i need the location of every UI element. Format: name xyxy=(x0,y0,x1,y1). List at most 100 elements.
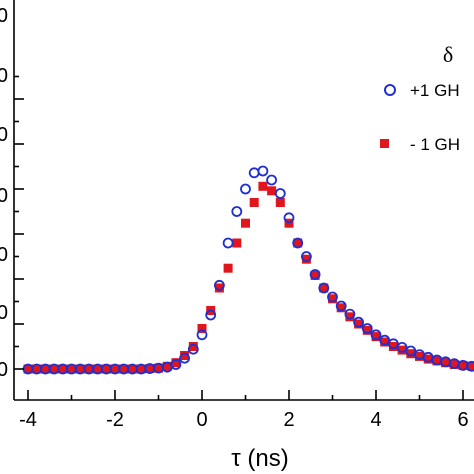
data-point-circle xyxy=(335,300,347,312)
data-point-square xyxy=(154,363,163,373)
data-point-square xyxy=(345,312,355,322)
data-point-circle xyxy=(379,334,391,346)
data-point-square xyxy=(180,351,190,360)
data-point-circle xyxy=(309,269,321,280)
data-point-square xyxy=(67,364,76,374)
y-tick-label: 50 xyxy=(0,185,8,207)
data-point-circle xyxy=(274,188,286,199)
data-point-circle xyxy=(248,167,260,179)
data-point-circle xyxy=(387,338,399,350)
data-point-circle xyxy=(240,183,251,195)
data-point-square xyxy=(145,364,155,374)
data-point-square xyxy=(458,360,468,370)
data-point-square xyxy=(293,238,303,248)
legend-title: δ xyxy=(443,42,453,67)
data-point-square xyxy=(232,238,242,248)
data-point-circle xyxy=(205,309,217,321)
y-tick-label: 00 xyxy=(0,124,8,146)
data-point-square xyxy=(84,364,94,374)
data-point-square xyxy=(310,270,320,280)
data-point-square xyxy=(136,364,146,374)
data-point-circle xyxy=(344,308,356,320)
data-point-square xyxy=(406,349,416,359)
data-point-square xyxy=(223,263,233,273)
data-point-square xyxy=(397,345,407,355)
data-point-circle xyxy=(231,206,243,217)
data-point-circle xyxy=(222,237,234,249)
data-point-square xyxy=(127,364,137,374)
data-point-circle xyxy=(353,316,365,328)
data-point-square xyxy=(93,364,103,374)
data-point-circle xyxy=(318,282,330,294)
legend-label: - 1 GH xyxy=(410,135,460,154)
x-tick-labels: -4 -2 0 2 4 6 xyxy=(19,409,468,431)
data-point-square xyxy=(267,186,277,196)
axis-ticks xyxy=(14,75,464,400)
legend-marker-circle xyxy=(384,84,396,96)
data-point-square xyxy=(23,364,33,374)
data-point-square xyxy=(188,342,198,351)
data-point-square xyxy=(171,358,181,368)
y-tick-labels: 0 50 00 50 00 50 00 xyxy=(0,5,8,381)
data-point-square xyxy=(275,198,285,207)
data-point-circle xyxy=(266,174,278,186)
data-point-circle xyxy=(283,212,295,224)
data-markers xyxy=(22,165,474,375)
data-point-square xyxy=(371,332,381,342)
data-point-circle xyxy=(292,237,304,249)
y-tick-label: 50 xyxy=(0,65,8,87)
data-point-square xyxy=(49,364,59,374)
x-tick-label: -4 xyxy=(19,409,37,431)
data-point-square xyxy=(241,218,250,228)
data-point-square xyxy=(249,198,259,207)
y-tick-label: 00 xyxy=(0,5,8,27)
data-point-circle xyxy=(213,279,225,291)
data-point-circle xyxy=(196,329,208,341)
data-point-square xyxy=(449,360,459,369)
y-tick-label: 50 xyxy=(0,302,8,324)
data-point-square xyxy=(319,283,329,293)
data-point-circle xyxy=(179,352,191,364)
data-point-square xyxy=(467,361,474,371)
data-point-square xyxy=(415,351,424,361)
data-point-square xyxy=(380,337,390,347)
data-point-square xyxy=(75,364,85,374)
x-tick-label: 6 xyxy=(457,409,468,431)
data-point-square xyxy=(58,364,68,374)
data-point-square xyxy=(40,364,50,374)
data-point-circle xyxy=(405,345,417,357)
y-tick-label: 0 xyxy=(0,359,8,381)
data-point-square xyxy=(110,364,120,374)
x-tick-label: 4 xyxy=(370,409,381,431)
data-point-circle xyxy=(300,251,312,262)
data-point-circle xyxy=(370,329,382,341)
data-point-square xyxy=(441,358,451,368)
data-point-square xyxy=(301,254,311,264)
x-axis-title: τ (ns) xyxy=(231,445,288,472)
x-tick-label: 0 xyxy=(196,409,207,431)
data-point-circle xyxy=(396,341,408,353)
x-tick-label: -2 xyxy=(106,409,124,431)
data-point-square xyxy=(214,283,224,293)
data-point-square xyxy=(328,294,337,304)
legend-label: +1 GH xyxy=(410,81,460,100)
data-point-square xyxy=(354,319,364,329)
data-point-square xyxy=(388,342,398,351)
data-point-square xyxy=(258,181,268,191)
data-point-square xyxy=(197,324,207,333)
legend: δ +1 GH - 1 GH xyxy=(380,42,460,154)
y-tick-label: 00 xyxy=(0,244,8,266)
legend-marker-square xyxy=(380,139,389,148)
data-point-square xyxy=(162,361,172,371)
data-point-square xyxy=(32,364,42,374)
x-tick-label: 2 xyxy=(283,409,294,431)
data-point-square xyxy=(336,303,346,313)
data-point-square xyxy=(423,354,433,364)
data-point-circle xyxy=(327,291,338,303)
data-point-square xyxy=(432,356,442,366)
data-point-circle xyxy=(170,359,182,370)
data-point-circle xyxy=(257,165,269,177)
data-point-square xyxy=(101,364,111,374)
data-point-square xyxy=(119,364,129,374)
